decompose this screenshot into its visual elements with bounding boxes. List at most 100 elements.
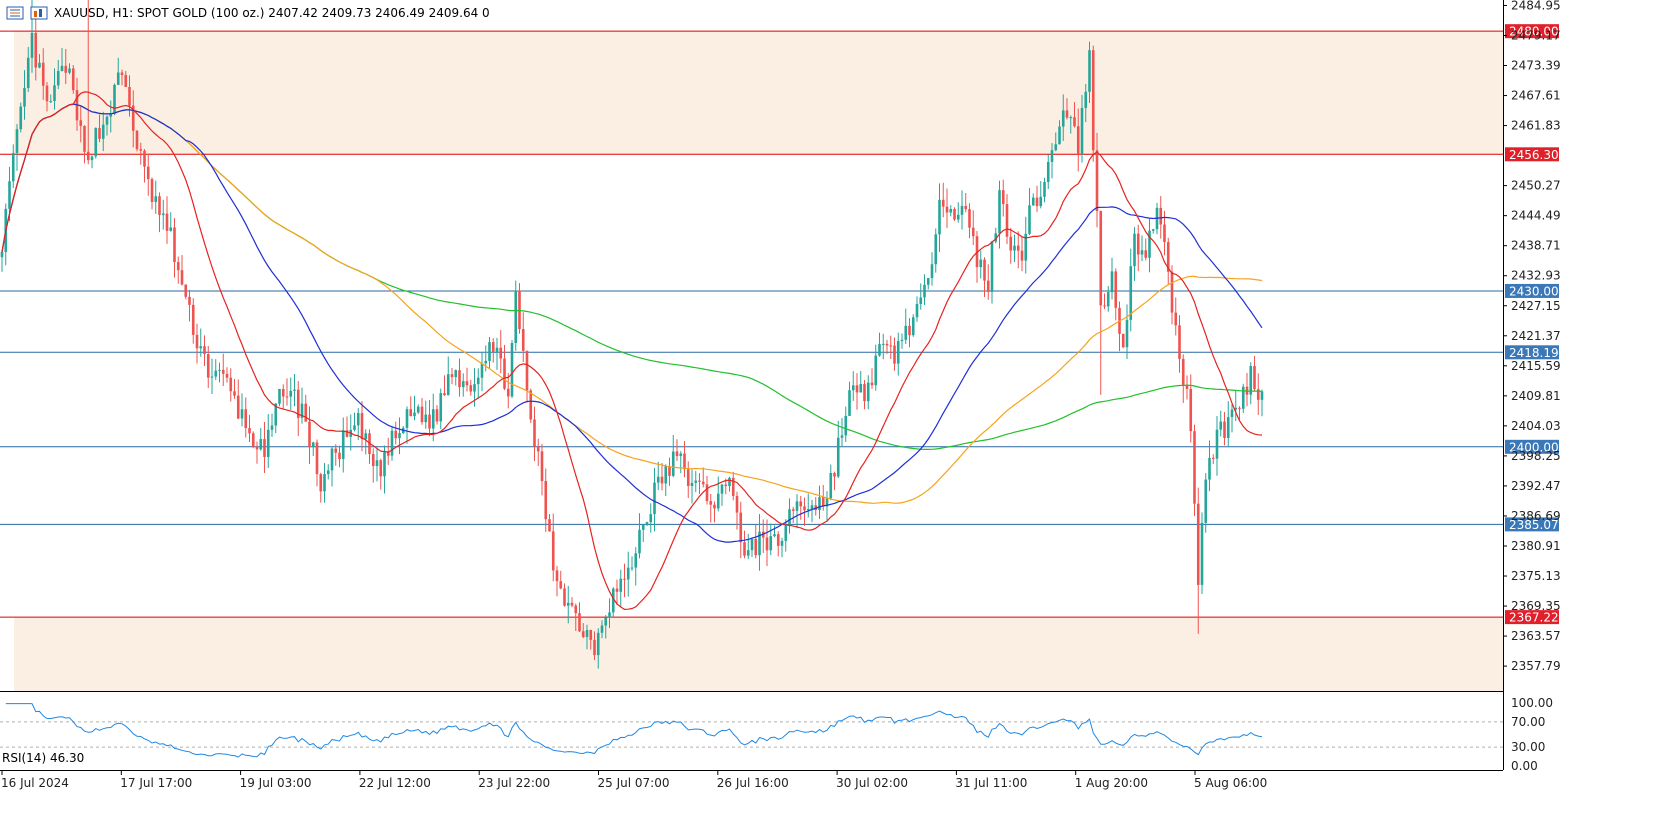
candle-body	[1076, 126, 1080, 154]
candle-body	[1061, 110, 1065, 127]
candle-body	[1151, 229, 1155, 231]
candle-body	[473, 384, 476, 392]
candle-body	[90, 156, 94, 161]
candle-body	[480, 363, 484, 378]
candle-body	[345, 430, 349, 437]
candle-body	[675, 451, 679, 457]
candle-body	[191, 304, 195, 335]
price-tick-label: 2467.61	[1511, 89, 1561, 103]
chart-header: XAUUSD, H1: SPOT GOLD (100 oz.) 2407.42 …	[6, 4, 490, 22]
candle-body	[739, 512, 743, 543]
candle-body	[1035, 197, 1039, 207]
candle-body	[788, 509, 791, 527]
candle-body	[525, 350, 529, 391]
candle-body	[495, 347, 499, 352]
candle-body	[1178, 325, 1181, 359]
candle-body	[45, 85, 49, 102]
horizontal-levels[interactable]: 2480.00 2456.30 2430.00 2418.19 2400.00 2385.…	[0, 24, 1559, 625]
candle-body	[131, 105, 135, 131]
candle-body	[626, 567, 630, 580]
candle-body	[979, 259, 983, 268]
candle-body	[1174, 312, 1178, 326]
candle-body	[851, 385, 855, 391]
candle-body	[1185, 385, 1189, 389]
candle-body	[795, 501, 799, 511]
time-tick-label: 19 Jul 03:00	[240, 776, 312, 790]
candle-body	[1260, 391, 1264, 400]
candle-body	[1211, 457, 1215, 459]
candle-body	[1226, 417, 1230, 438]
candle-body	[930, 264, 934, 279]
candle-body	[570, 602, 574, 606]
candle-body	[563, 588, 566, 606]
candle-body	[960, 205, 964, 215]
candle-body	[161, 213, 165, 216]
price-zone	[14, 617, 1503, 691]
candle-body	[1099, 211, 1103, 306]
candle-body	[1223, 421, 1226, 438]
candle-body	[499, 347, 503, 359]
candle-body	[461, 381, 465, 388]
candle-body	[1170, 271, 1174, 313]
candle-body	[353, 425, 356, 430]
candle-body	[1204, 479, 1208, 523]
price-tick-label: 2398.25	[1511, 449, 1561, 463]
candle-body	[671, 451, 675, 476]
candle-body	[398, 433, 401, 439]
candle-body	[1039, 196, 1043, 207]
candle-body	[555, 570, 559, 582]
candle-body	[139, 149, 143, 151]
candle-body	[593, 639, 596, 656]
candle-body	[64, 65, 68, 73]
candle-body	[334, 448, 338, 453]
candle-body	[26, 57, 30, 89]
ma-20-line	[1, 91, 1263, 611]
menu-list-icon[interactable]	[6, 6, 24, 20]
candle-body	[893, 345, 896, 364]
price-axis: 2484.95 2479.17 2473.39 2467.61 2461.83 2450.…	[1503, 0, 1561, 673]
candle-body	[1163, 224, 1166, 243]
candle-body	[716, 493, 720, 509]
candle-body	[863, 384, 866, 402]
chart-window-icon[interactable]	[30, 6, 48, 20]
candle-body	[274, 403, 278, 426]
candle-body	[308, 421, 311, 448]
candle-body	[566, 602, 570, 606]
candle-body	[169, 227, 173, 231]
candle-body	[945, 206, 949, 213]
rsi-pane: 100.00 70.00 30.00 0.00	[0, 696, 1553, 773]
candle-body	[630, 567, 634, 569]
candle-body	[383, 452, 386, 477]
candle-body	[1080, 107, 1084, 154]
candle-body	[124, 75, 128, 88]
rsi-tick-label: 30.00	[1511, 740, 1545, 754]
candle-body	[420, 406, 424, 423]
candle-body	[1189, 388, 1193, 432]
candle-body	[180, 270, 184, 285]
candle-body	[0, 251, 4, 258]
candle-body	[1181, 358, 1185, 386]
price-tick-label: 2427.15	[1511, 299, 1561, 313]
time-axis: 16 Jul 2024 17 Jul 17:00 19 Jul 03:00 22 Ju…	[1, 770, 1267, 790]
candle-body	[998, 190, 1001, 234]
candle-body	[23, 88, 26, 107]
candle-body	[158, 196, 161, 216]
candle-body	[173, 227, 176, 263]
candle-body	[251, 433, 255, 447]
rsi-tick-label: 70.00	[1511, 715, 1545, 729]
candle-body	[1238, 407, 1241, 409]
time-tick-label: 5 Aug 06:00	[1194, 776, 1267, 790]
candle-body	[319, 474, 323, 492]
candle-body	[409, 409, 413, 417]
candle-body	[101, 124, 105, 139]
candle-body	[773, 534, 776, 537]
candle-body	[116, 72, 120, 85]
candle-body	[653, 482, 656, 515]
candle-body	[176, 262, 180, 271]
candle-body	[439, 393, 443, 422]
candle-body	[641, 524, 645, 530]
candle-body	[986, 280, 990, 292]
candle-body	[679, 453, 683, 457]
candle-body	[919, 297, 923, 305]
